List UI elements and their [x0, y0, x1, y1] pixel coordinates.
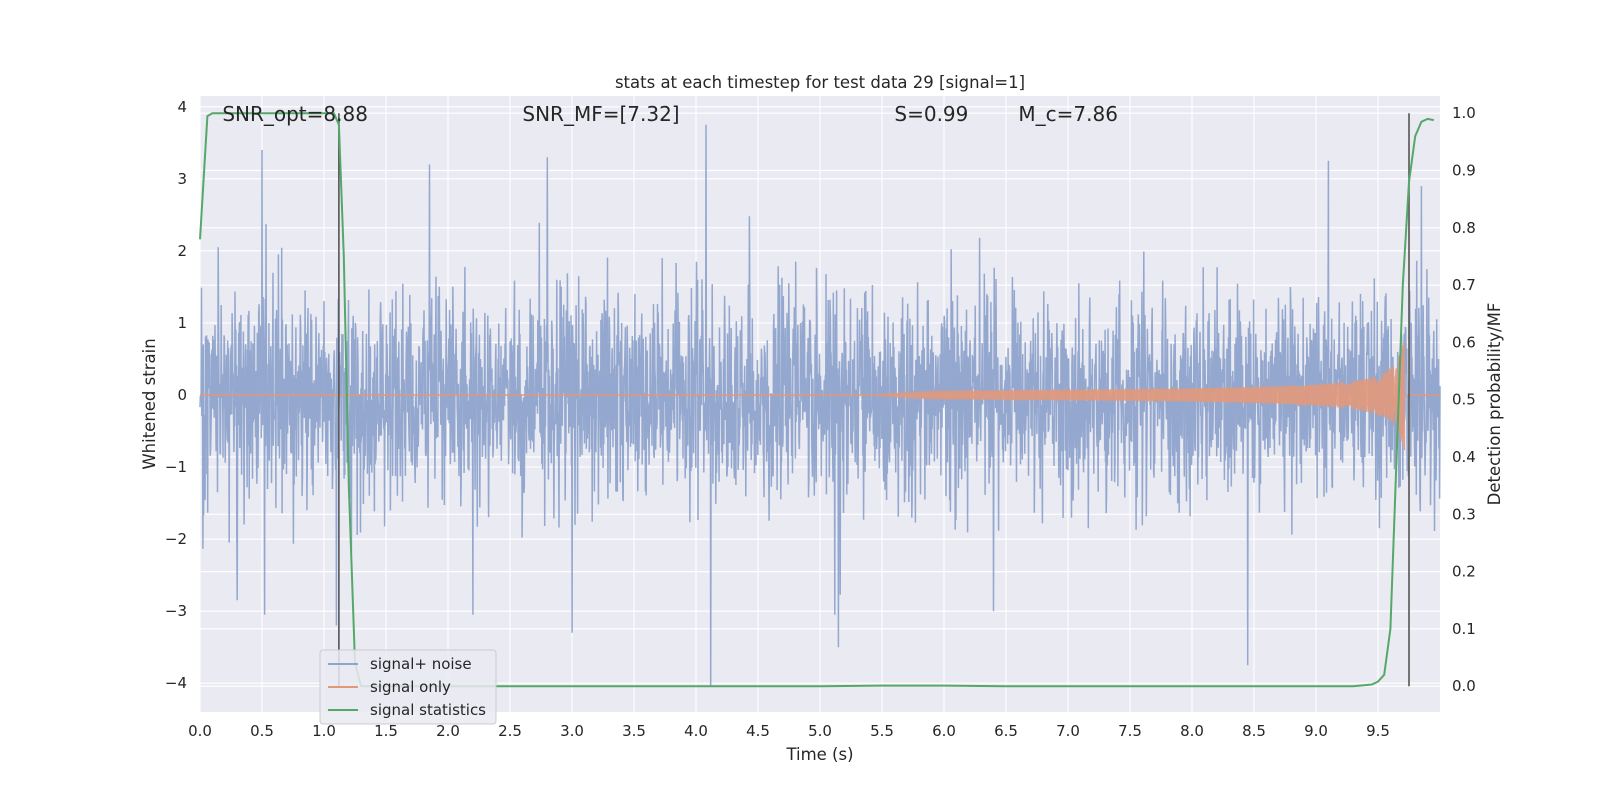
series-signal-plus-noise	[199, 124, 1441, 687]
y-ticks: 4 3 2 1 0 −1 −2 −3 −4	[165, 98, 187, 692]
y2-axis-label: Detection probability/MF	[1485, 303, 1504, 506]
y2-tick-label: 0.6	[1452, 333, 1476, 351]
y-tick-label: −2	[165, 530, 187, 548]
x-tick-label: 7.5	[1118, 722, 1142, 740]
y-tick-label: 3	[177, 170, 187, 188]
statistics-line	[199, 112, 1434, 688]
x-tick-label: 5.5	[870, 722, 894, 740]
y2-tick-label: 0.5	[1452, 391, 1476, 409]
x-tick-label: 3.5	[622, 722, 646, 740]
y2-tick-label: 0.1	[1452, 620, 1476, 638]
series-signal-only	[200, 341, 1440, 451]
y-tick-label: 4	[177, 98, 187, 116]
x-tick-label: 2.5	[498, 722, 522, 740]
y2-tick-label: 0.3	[1452, 505, 1476, 523]
x-tick-label: 5.0	[808, 722, 832, 740]
x-tick-label: 9.5	[1366, 722, 1390, 740]
y2-ticks: 1.0 0.9 0.8 0.7 0.6 0.5 0.4 0.3 0.2 0.1 0.0	[1452, 104, 1476, 695]
y2-tick-label: 0.9	[1452, 161, 1476, 179]
x-axis-label: Time (s)	[785, 745, 853, 764]
chart-title: stats at each timestep for test data 29 …	[615, 73, 1025, 92]
x-tick-label: 4.5	[746, 722, 770, 740]
y2-tick-label: 0.7	[1452, 276, 1476, 294]
x-tick-label: 9.0	[1304, 722, 1328, 740]
legend-box	[319, 649, 497, 725]
y-tick-label: −4	[165, 674, 187, 692]
annotation-mc: M_c=7.86	[1018, 102, 1118, 126]
vlines	[338, 113, 1410, 687]
annotations: SNR_opt=8.88 SNR_MF=[7.32] S=0.99 M_c=7.86	[222, 102, 1118, 126]
x-tick-label: 1.0	[312, 722, 336, 740]
y-tick-label: 2	[177, 242, 187, 260]
x-tick-label: 3.0	[560, 722, 584, 740]
y2-tick-label: 0.2	[1452, 563, 1476, 581]
noise-line	[199, 124, 1441, 687]
series-signal-statistics	[199, 112, 1434, 688]
x-tick-label: 7.0	[1056, 722, 1080, 740]
y-tick-label: −1	[165, 458, 187, 476]
y2-tick-label: 0.4	[1452, 448, 1476, 466]
y-tick-label: 1	[177, 314, 187, 332]
legend: signal+ noise signal only signal statistic…	[319, 649, 497, 725]
x-tick-label: 2.0	[436, 722, 460, 740]
y2-tick-label: 1.0	[1452, 104, 1476, 122]
x-ticks: 0.0 0.5 1.0 1.5 2.0 2.5 3.0 3.5 4.0 4.5 5.0 5.5 6.0 6…	[188, 722, 1390, 740]
annotation-snr-mf: SNR_MF=[7.32]	[522, 102, 679, 126]
y-tick-label: −3	[165, 602, 187, 620]
legend-label: signal only	[370, 678, 451, 696]
x-tick-label: 6.0	[932, 722, 956, 740]
annotation-s: S=0.99	[894, 102, 968, 126]
y-tick-label: 0	[177, 386, 187, 404]
x-tick-label: 8.5	[1242, 722, 1266, 740]
x-tick-label: 0.0	[188, 722, 212, 740]
x-tick-label: 6.5	[994, 722, 1018, 740]
x-tick-label: 1.5	[374, 722, 398, 740]
x-tick-label: 4.0	[684, 722, 708, 740]
legend-label: signal statistics	[370, 701, 486, 719]
x-tick-label: 8.0	[1180, 722, 1204, 740]
legend-label: signal+ noise	[370, 655, 472, 673]
annotation-snr-opt: SNR_opt=8.88	[222, 102, 368, 126]
y2-tick-label: 0.8	[1452, 219, 1476, 237]
x-tick-label: 0.5	[250, 722, 274, 740]
y-axis-label: Whitened strain	[140, 338, 159, 469]
signal-chirp	[869, 341, 1406, 451]
y2-tick-label: 0.0	[1452, 677, 1476, 695]
